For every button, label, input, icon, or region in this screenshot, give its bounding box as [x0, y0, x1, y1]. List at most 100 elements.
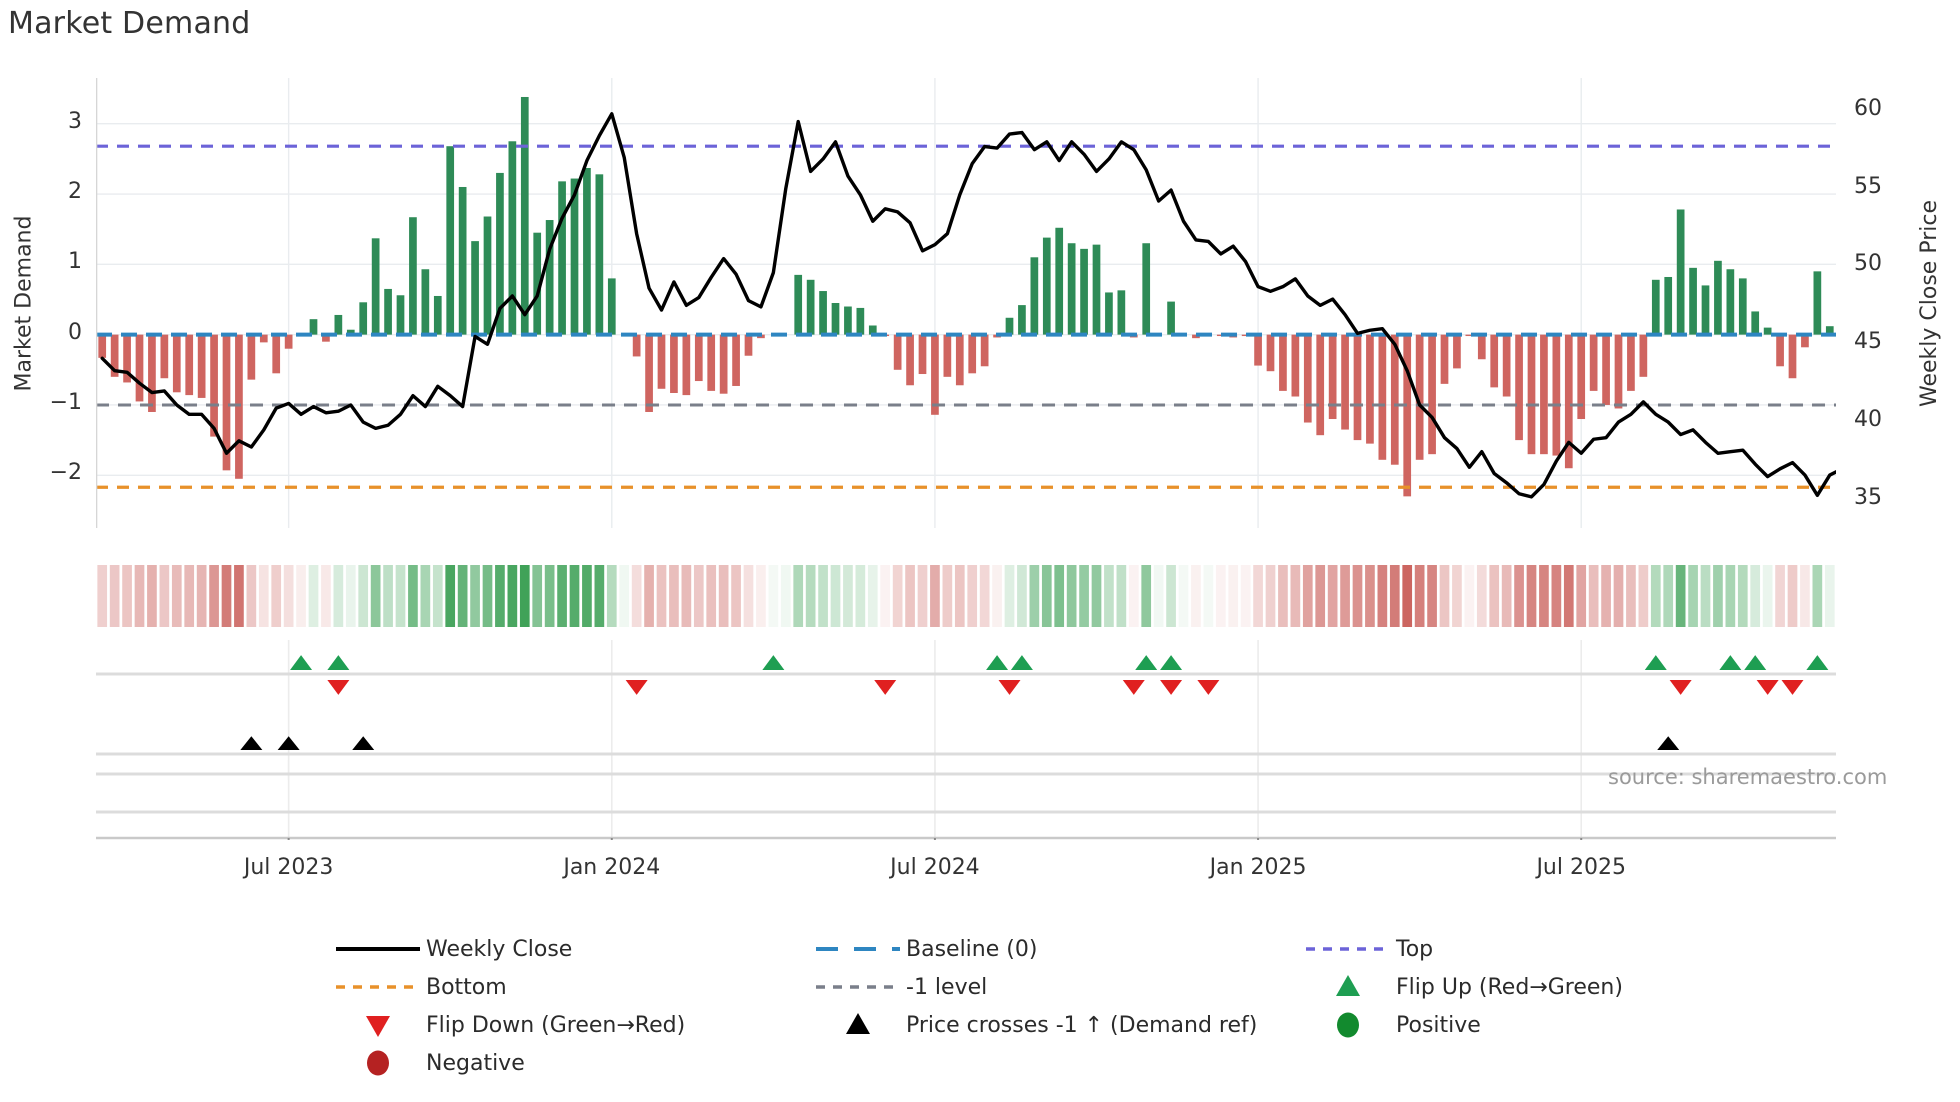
heat-cell — [1377, 565, 1388, 627]
demand-heat-strip — [96, 565, 1885, 627]
heat-cell — [1228, 565, 1239, 627]
demand-bar — [545, 220, 554, 335]
demand-bar — [98, 334, 107, 358]
price-cross-marker — [352, 736, 375, 750]
heat-cell — [134, 565, 145, 627]
legend-item[interactable]: -1 level — [810, 968, 1300, 1006]
legend-item[interactable]: Weekly Close — [330, 930, 810, 968]
demand-bar — [1627, 334, 1635, 391]
legend-triangle-up-icon — [846, 1013, 870, 1034]
demand-bar — [1005, 317, 1014, 335]
demand-bar — [110, 334, 119, 377]
heat-cell — [97, 565, 108, 627]
demand-bar — [259, 334, 268, 343]
x-tick-label: Jul 2024 — [890, 855, 980, 880]
y-tick-left: 3 — [68, 108, 82, 134]
demand-bar — [1440, 334, 1449, 384]
demand-bar — [1738, 278, 1747, 335]
heat-cell — [1315, 565, 1326, 627]
heat-cell — [1340, 565, 1350, 627]
heat-cell — [495, 565, 505, 627]
heat-cell — [420, 565, 431, 627]
demand-bar — [1589, 334, 1598, 391]
heat-cell — [942, 565, 953, 627]
demand-bar — [1366, 334, 1374, 444]
heat-cell — [1240, 565, 1251, 627]
demand-bar — [1279, 334, 1287, 391]
legend-item[interactable]: Positive — [1300, 1006, 1630, 1044]
heat-cell — [1265, 565, 1276, 627]
legend-row: Bottom -1 level Flip Up (Red→Green) — [330, 968, 1630, 1006]
demand-bar — [1552, 334, 1561, 456]
demand-bar — [844, 306, 852, 335]
heat-cell — [1191, 565, 1201, 627]
demand-bar — [1564, 334, 1573, 469]
demand-bar — [148, 334, 156, 412]
heat-cell — [184, 565, 195, 627]
demand-bar — [1241, 334, 1250, 337]
demand-bar — [520, 96, 529, 335]
legend-label: Positive — [1396, 1012, 1481, 1038]
legend-item[interactable]: Flip Up (Red→Green) — [1300, 968, 1630, 1006]
demand-bar — [1092, 244, 1101, 335]
heat-cell — [1762, 565, 1773, 627]
legend-label: Baseline (0) — [906, 936, 1038, 962]
weekly-close-line — [100, 112, 1836, 499]
heat-cell — [1091, 565, 1102, 627]
legend-item[interactable]: Top — [1300, 930, 1630, 968]
heat-cell — [1166, 565, 1176, 627]
legend-item[interactable]: Negative — [330, 1044, 810, 1082]
legend-item[interactable]: Price crosses -1 ↑ (Demand ref) — [810, 1006, 1300, 1044]
demand-bar — [433, 295, 442, 335]
demand-bar — [1825, 326, 1834, 335]
demand-bar — [1403, 334, 1412, 497]
legend-item[interactable]: Flip Down (Green→Red) — [330, 1006, 810, 1044]
demand-bar — [682, 334, 691, 396]
heat-cell — [818, 565, 828, 627]
demand-bar — [1639, 334, 1648, 377]
demand-bar — [558, 181, 566, 335]
y-tick-left: −1 — [49, 389, 82, 415]
legend-item[interactable]: Baseline (0) — [810, 930, 1300, 968]
demand-bar — [185, 334, 194, 396]
heat-cell — [1675, 565, 1686, 627]
demand-bar — [210, 334, 218, 437]
demand-bar — [906, 334, 914, 386]
demand-bar — [384, 288, 392, 335]
demand-bar — [1328, 334, 1337, 420]
demand-bar — [1751, 311, 1760, 335]
demand-bar — [856, 307, 865, 335]
heat-cell — [1029, 565, 1040, 627]
legend-triangle-up-icon — [1336, 975, 1360, 996]
heat-cell — [1004, 565, 1015, 627]
demand-bar — [1353, 334, 1362, 441]
y-tick-right: 60 — [1854, 95, 1882, 121]
flip-up-marker — [1719, 655, 1742, 670]
demand-bar — [1291, 334, 1300, 397]
demand-bar — [284, 334, 293, 349]
demand-bar — [197, 334, 206, 398]
demand-bar — [707, 334, 716, 391]
flip-down-marker — [1756, 680, 1779, 695]
demand-bar — [309, 319, 318, 335]
demand-bar — [409, 217, 417, 335]
demand-bar — [1801, 334, 1809, 348]
heat-cell — [880, 565, 891, 627]
heat-cell — [1713, 565, 1723, 627]
heat-cell — [1650, 565, 1661, 627]
heat-cell — [147, 565, 157, 627]
demand-bar — [1763, 327, 1772, 335]
legend-item[interactable]: Bottom — [330, 968, 810, 1006]
demand-bar — [334, 314, 343, 335]
source-note: source: sharemaestro.com — [1608, 765, 1888, 789]
demand-bar — [1055, 227, 1064, 335]
flip-down-marker — [327, 680, 350, 695]
demand-bar — [458, 186, 467, 335]
flip-down-marker — [998, 680, 1021, 695]
y-tick-right: 50 — [1854, 251, 1882, 277]
heat-cell — [171, 565, 182, 627]
demand-bar — [1192, 334, 1200, 339]
heat-cell — [1153, 565, 1164, 627]
demand-bar — [893, 334, 902, 370]
heat-cell — [109, 565, 120, 627]
